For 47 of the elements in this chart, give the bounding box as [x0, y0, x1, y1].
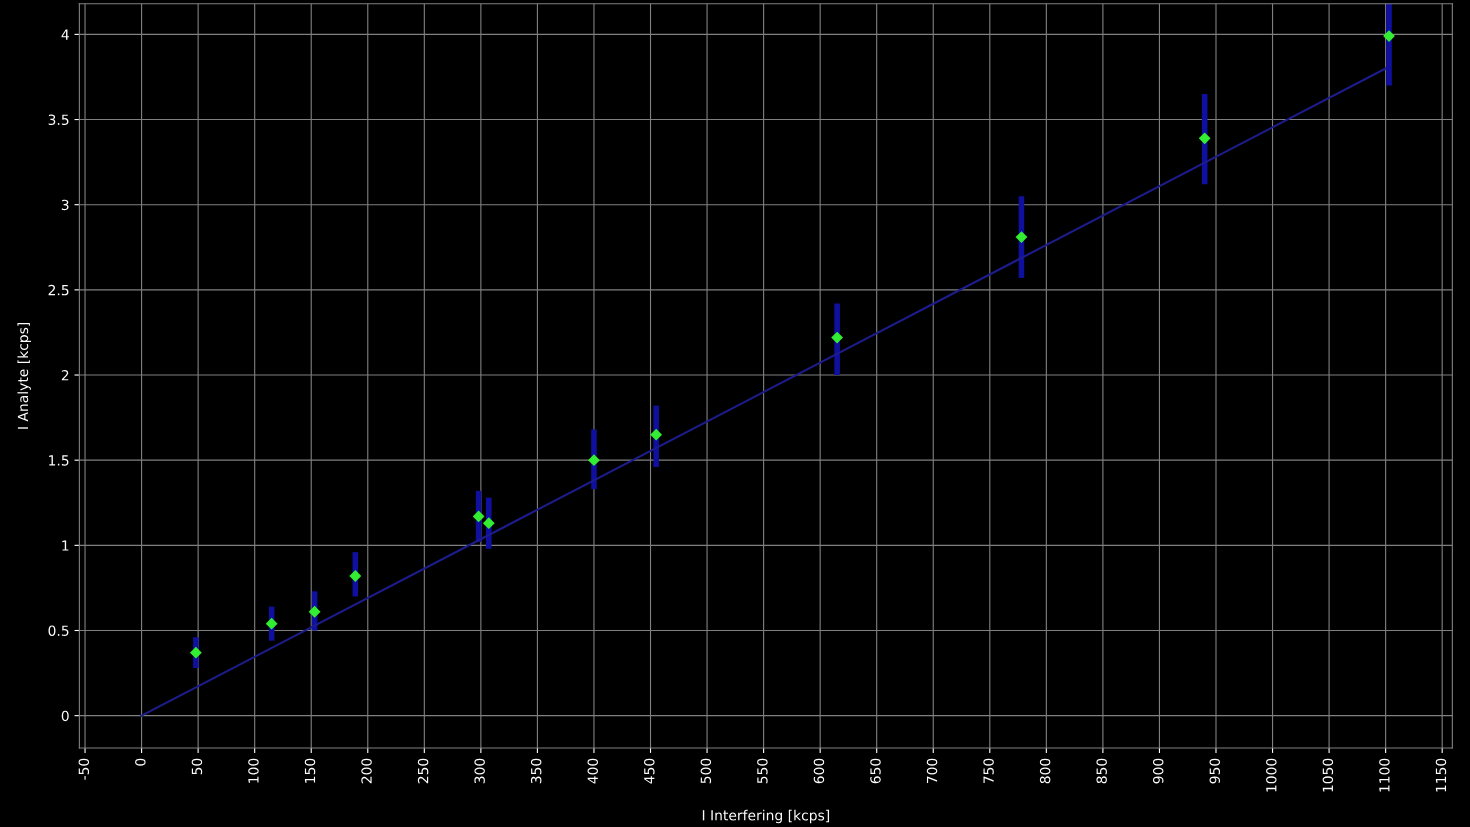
- point: [266, 618, 278, 630]
- x-tick-label: 550: [757, 758, 768, 784]
- x-tick-label: 350: [530, 758, 542, 784]
- point: [483, 517, 495, 529]
- x-tick-label: 300: [474, 758, 485, 784]
- y-tick-label: 2.5: [48, 284, 69, 296]
- x-tick-label: 800: [1039, 758, 1051, 784]
- y-tick-label: 3: [61, 199, 69, 211]
- x-tick-label: 1100: [1379, 758, 1390, 792]
- point: [831, 331, 843, 344]
- x-tick-label: 50: [191, 758, 203, 775]
- y-axis-title: I Analyte [kcps]: [17, 322, 31, 429]
- x-tick-label: 100: [248, 758, 259, 783]
- x-tick-label: 1000: [1266, 758, 1277, 792]
- x-tick-label: 700: [926, 758, 938, 784]
- x-tick-label: 850: [1096, 758, 1107, 784]
- point: [190, 647, 202, 659]
- y-tick-label: 0.5: [48, 625, 69, 636]
- y-tick-label: 1: [62, 540, 69, 551]
- x-tick-label: -50: [78, 758, 90, 780]
- point: [309, 606, 321, 618]
- x-tick-label: 200: [361, 758, 372, 784]
- x-tick-label: 600: [813, 758, 825, 784]
- point: [349, 570, 361, 582]
- x-tick-label: 900: [1152, 758, 1164, 784]
- x-tick-label: 450: [644, 758, 655, 784]
- y-tick-label: 3.5: [48, 114, 69, 126]
- y-tick-label: 2: [61, 369, 69, 381]
- y-tick-label: 1.5: [49, 455, 69, 466]
- point: [588, 454, 600, 466]
- x-tick-label: 150: [304, 758, 316, 783]
- x-tick-label: 0: [135, 758, 146, 766]
- x-tick-label: 1150: [1435, 758, 1447, 792]
- point: [473, 510, 485, 522]
- x-tick-label: 750: [983, 758, 994, 784]
- x-tick-label: 1050: [1322, 758, 1334, 792]
- y-tick-label: 0: [61, 710, 69, 722]
- x-tick-label: 400: [587, 758, 598, 784]
- point: [650, 429, 662, 441]
- x-tick-label: 650: [870, 758, 881, 784]
- point: [1015, 231, 1028, 243]
- x-axis-title: I Interfering [kcps]: [702, 809, 830, 824]
- point: [1199, 132, 1211, 144]
- x-tick-label: 950: [1209, 758, 1221, 784]
- x-tick-label: 250: [417, 758, 429, 784]
- x-tick-label: 500: [700, 758, 712, 784]
- y-tick-label: 4: [61, 29, 69, 40]
